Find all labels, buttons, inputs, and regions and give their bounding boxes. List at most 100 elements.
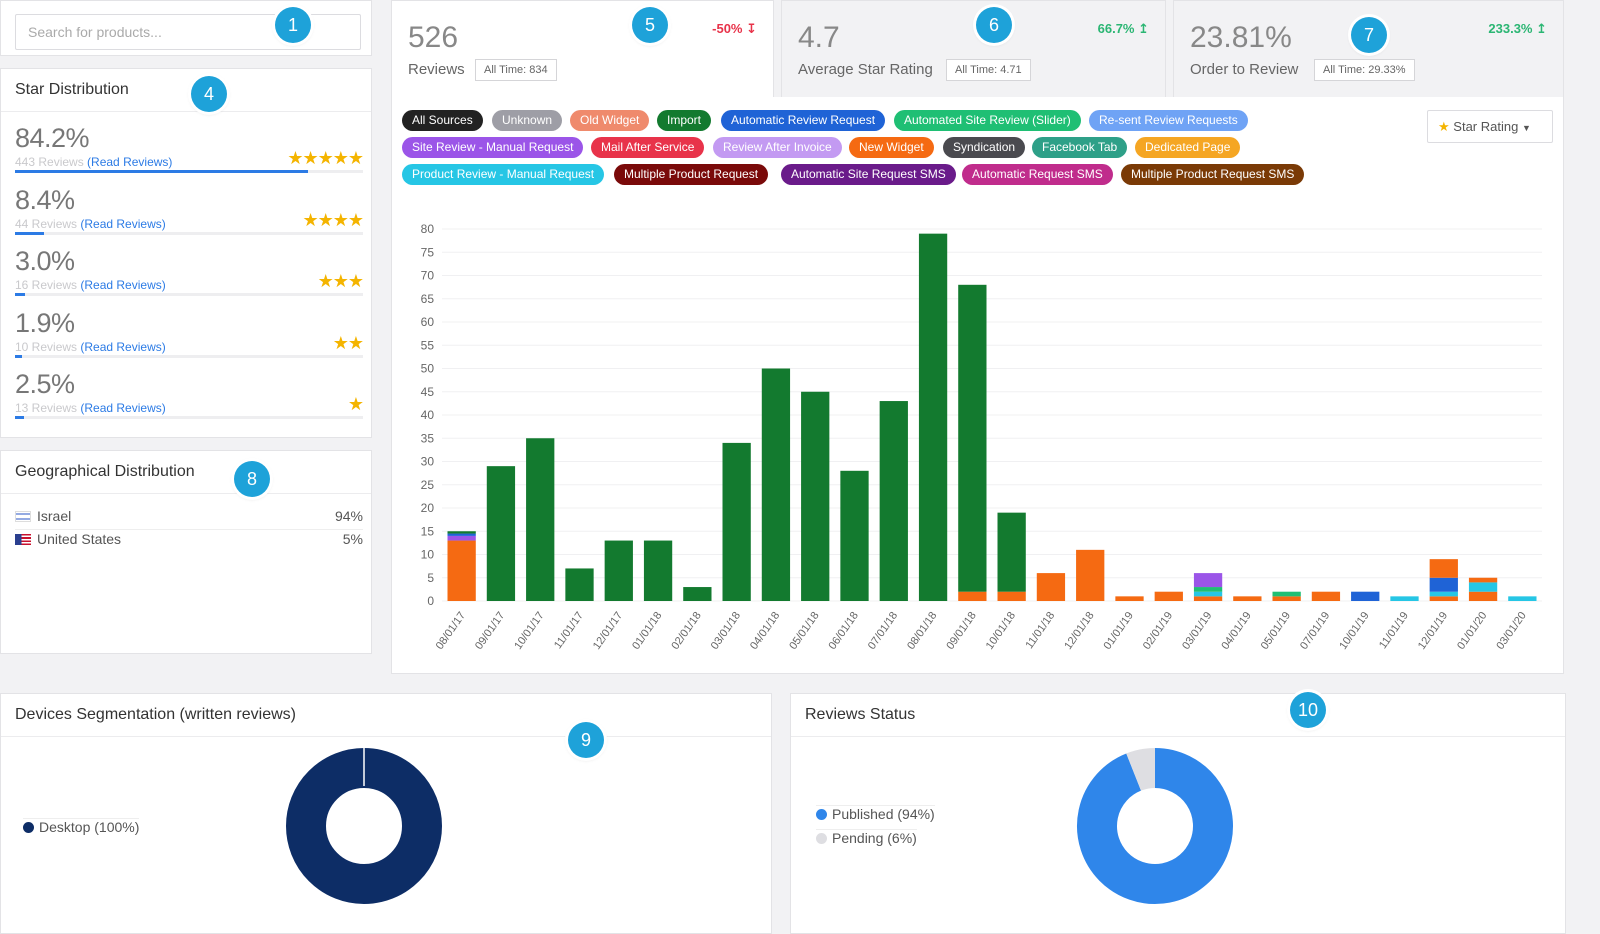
source-chip[interactable]: Import (657, 110, 712, 131)
geo-pct: 5% (342, 531, 363, 547)
read-reviews-link[interactable]: (Read Reviews) (80, 339, 166, 354)
kpi-reviews-alltime: All Time: 834 (475, 59, 557, 81)
source-chip[interactable]: Old Widget (570, 110, 650, 131)
source-chip[interactable]: Dedicated Page (1135, 137, 1241, 158)
x-tick-label: 04/01/19 (1219, 610, 1253, 652)
source-chip[interactable]: Product Review - Manual Request (402, 164, 605, 185)
y-tick-label: 15 (421, 524, 435, 538)
star-progress-track (15, 354, 363, 358)
dropdown-label: Star Rating (1453, 119, 1519, 134)
bar-segment (801, 391, 830, 601)
kpi-order-label: Order to Review (1190, 61, 1299, 78)
bar-segment (486, 466, 516, 601)
star-rating-icons: ★ (347, 394, 364, 414)
source-chip[interactable]: Automated Site Review (Slider) (894, 110, 1081, 131)
kpi-reviews-card: 526 Reviews All Time: 834 -50% ↧ (391, 0, 774, 98)
x-tick-label: 07/01/19 (1298, 610, 1332, 652)
y-tick-label: 70 (421, 269, 435, 283)
star-review-count: 16 Reviews (Read Reviews) (15, 278, 166, 292)
source-chip[interactable]: Automatic Request SMS (962, 164, 1113, 185)
kpi-rating-label: Average Star Rating (798, 61, 933, 78)
bar-segment (1154, 591, 1183, 601)
israel-flag-icon (15, 511, 31, 522)
legend-label: Published (94%) (832, 806, 935, 822)
kpi-reviews-delta: -50% ↧ (712, 21, 757, 36)
x-tick-label: 06/01/18 (827, 610, 861, 652)
kpi-rating-card: 4.7 Average Star Rating All Time: 4.71 6… (781, 0, 1166, 98)
x-tick-label: 01/01/18 (630, 610, 664, 652)
callout-badge-8: 8 (234, 461, 270, 497)
star-row: 3.0% 16 Reviews (Read Reviews) ★★★ (15, 246, 364, 306)
devices-panel: Devices Segmentation (written reviews) D… (0, 693, 772, 934)
star-rating-dropdown[interactable]: ★ Star Rating ▼ (1427, 110, 1553, 143)
star-row: 1.9% 10 Reviews (Read Reviews) ★★ (15, 307, 364, 368)
y-tick-label: 80 (421, 222, 435, 236)
bar-segment (1429, 559, 1458, 578)
source-chip[interactable]: Automatic Site Request SMS (781, 164, 956, 185)
source-chip[interactable]: Syndication (943, 137, 1026, 158)
read-reviews-link[interactable]: (Read Reviews) (80, 216, 166, 231)
bar-segment (1390, 596, 1419, 601)
source-chip[interactable]: Multiple Product Request SMS (1121, 164, 1305, 185)
legend-dot (816, 809, 827, 820)
source-chip[interactable]: Unknown (492, 110, 563, 131)
callout-badge-9: 9 (568, 722, 604, 758)
star-progress-track (15, 416, 363, 419)
source-chip[interactable]: Multiple Product Request (614, 164, 769, 185)
star-review-count: 44 Reviews (Read Reviews) (15, 217, 166, 231)
star-progress-track (15, 293, 363, 296)
x-tick-label: 11/01/18 (1023, 610, 1057, 651)
bar-segment (1429, 596, 1458, 601)
source-chip[interactable]: Mail After Service (591, 137, 705, 158)
x-tick-label: 08/01/18 (905, 610, 939, 652)
bar-segment (526, 438, 555, 601)
source-chip[interactable]: Automatic Review Request (721, 110, 886, 131)
source-chip[interactable]: All Sources (402, 110, 483, 131)
callout-badge-4: 4 (191, 76, 227, 112)
kpi-order-delta: 233.3% ↥ (1488, 21, 1547, 36)
review-count-text: 13 Reviews (15, 401, 78, 415)
star-icon: ★ (1438, 119, 1450, 134)
source-chip[interactable]: Re-sent Review Requests (1089, 110, 1248, 131)
star-percent: 3.0% (15, 246, 75, 276)
bar-segment (722, 442, 751, 601)
star-percent: 1.9% (15, 307, 75, 338)
bar-segment (879, 401, 908, 601)
star-review-count: 13 Reviews (Read Reviews) (15, 401, 166, 415)
source-chip[interactable]: Review After Invoice (713, 137, 842, 158)
source-chip[interactable]: Site Review - Manual Request (402, 137, 584, 158)
star-progress-fill (15, 293, 26, 296)
status-legend-published: Published (94%) (816, 805, 935, 822)
callout-badge-7: 7 (1351, 17, 1387, 53)
x-tick-label: 04/01/18 (748, 610, 782, 652)
bar-segment (1311, 591, 1341, 601)
bar-segment (1468, 577, 1498, 583)
read-reviews-link[interactable]: (Read Reviews) (87, 155, 173, 169)
x-tick-label: 11/01/17 (552, 610, 586, 651)
y-tick-label: 30 (421, 455, 435, 469)
y-tick-label: 75 (421, 245, 435, 259)
star-progress-fill (15, 170, 309, 173)
bar-segment (1193, 587, 1223, 592)
bar-segment (1193, 596, 1223, 601)
geo-pct: 94% (334, 508, 363, 524)
y-tick-label: 20 (421, 501, 435, 515)
y-tick-label: 25 (421, 478, 435, 492)
read-reviews-link[interactable]: (Read Reviews) (80, 278, 166, 292)
review-count-text: 10 Reviews (15, 339, 78, 354)
star-rating-icons: ★★ (332, 332, 364, 353)
star-rating-icons: ★★★★ (302, 209, 364, 230)
star-row: 8.4% 44 Reviews (Read Reviews) ★★★★ (15, 185, 364, 245)
source-chip[interactable]: New Widget (849, 137, 934, 158)
y-tick-label: 45 (421, 385, 435, 399)
y-tick-label: 60 (421, 315, 435, 329)
bar-segment (997, 591, 1026, 601)
x-tick-label: 12/01/18 (1062, 610, 1096, 652)
bar-segment (1193, 591, 1223, 597)
bar-segment (604, 540, 633, 601)
legend-label: Desktop (100%) (39, 819, 140, 835)
source-chip[interactable]: Facebook Tab (1032, 137, 1128, 158)
x-tick-label: 05/01/18 (787, 610, 821, 652)
read-reviews-link[interactable]: (Read Reviews) (80, 401, 166, 415)
y-tick-label: 55 (421, 338, 435, 352)
